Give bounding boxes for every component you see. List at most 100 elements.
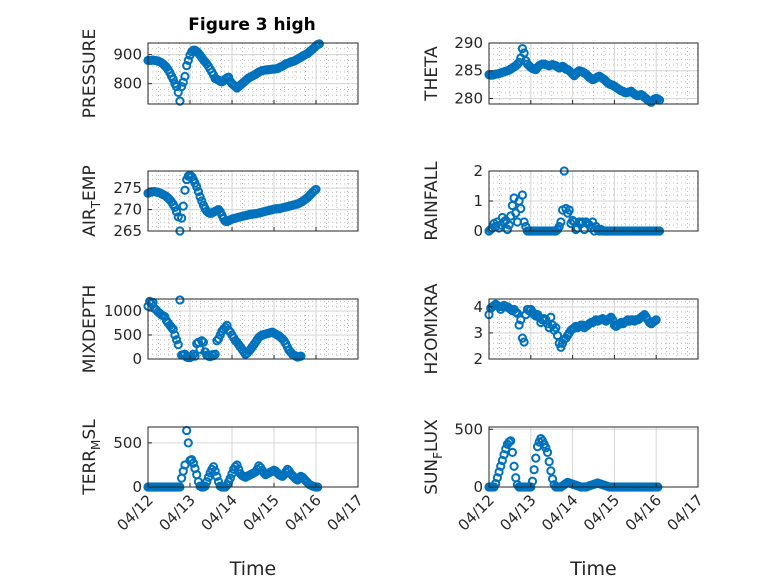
sun_flux-ylabel: SUNFLUX (422, 419, 445, 495)
mixdepth-point (171, 335, 182, 345)
mixdepth-ytick-label: 500 (113, 326, 142, 344)
rainfall-point (511, 208, 521, 218)
pressure-point (183, 55, 193, 66)
sun_flux-point (541, 443, 551, 453)
sun_flux-point (499, 450, 509, 460)
mixdepth-point (166, 322, 177, 332)
h2omixra-point (651, 315, 661, 325)
sun_flux-point (529, 465, 539, 475)
mixdepth-point (170, 330, 180, 340)
mixdepth-point (210, 349, 220, 359)
mixdepth-point (197, 336, 207, 346)
terr_msl-ylabel: TERRMSL (80, 419, 103, 496)
theta-ytick-label: 285 (454, 62, 483, 80)
air_temp-point (311, 184, 321, 195)
h2omixra-point (514, 320, 524, 330)
sun_flux-point (527, 476, 538, 486)
mixdepth-point (173, 340, 183, 350)
air_temp-point (171, 207, 182, 217)
terr_msl-point (212, 471, 222, 482)
sun_flux-point (496, 461, 506, 471)
mixdepth-ytick-label: 0 (132, 350, 142, 368)
air_temp-point (197, 196, 207, 206)
pressure-axes: 800 900 PRESSURE (80, 29, 359, 118)
air_temp-axes: 265 270 275 AIRTEMP (80, 165, 359, 240)
rainfall-point (504, 220, 514, 230)
terr_msl-ytick-label: 500 (113, 434, 142, 452)
pressure-ytick-label: 800 (113, 75, 142, 93)
sun_flux-point (494, 467, 504, 477)
sun_flux-xlabel: Time (569, 558, 617, 580)
terr_msl-ylabel-subscript: M (89, 440, 103, 450)
rainfall-ytick-label: 0 (473, 222, 483, 240)
mixdepth-ylabel: MIXDEPTH (80, 285, 100, 374)
air_temp-point (193, 186, 203, 197)
rainfall-point (556, 217, 566, 227)
rainfall-point (519, 217, 529, 227)
rainfall-point (554, 221, 564, 232)
rainfall-point (564, 205, 574, 215)
pressure-axis-box (147, 42, 359, 105)
h2omixra-ytick-label: 4 (473, 298, 483, 316)
sun_flux-axis-box (488, 426, 699, 488)
sun_flux-point (507, 447, 518, 457)
terr_msl-point (188, 458, 198, 468)
sun_flux-point (509, 461, 519, 471)
air_temp-point (177, 213, 187, 223)
terr_msl-ylabel-tail: SL (80, 419, 100, 440)
theta-ytick-label: 290 (454, 34, 483, 52)
terr_msl-point (203, 472, 214, 482)
rainfall-ylabel: RAINFALL (422, 161, 442, 241)
sun_flux-ytick-label: 0 (473, 478, 483, 496)
sun_flux-xtick-label: 04/14 (538, 491, 581, 534)
sun_flux-ylabel-main: SUN (422, 459, 442, 495)
h2omixra-ytick-label: 2 (473, 350, 483, 368)
h2omixra-axis-box (488, 298, 699, 360)
air_temp-point (178, 201, 188, 211)
theta-axes: 280 285 290 THETA (422, 34, 699, 107)
mixdepth-ytick-label: 1000 (104, 302, 142, 320)
terr_msl-xtick-label: 04/16 (282, 491, 325, 534)
air_temp-ylabel-main: AIR (80, 208, 100, 237)
air_temp-point (180, 185, 190, 195)
terr_msl-point (202, 477, 212, 487)
terr_msl-point (208, 462, 219, 472)
air_temp-point (170, 202, 180, 213)
h2omixra-ytick-label: 3 (473, 324, 483, 342)
pressure-point (182, 61, 192, 71)
air_temp-ylabel-subscript: T (89, 200, 103, 209)
theta-point (517, 43, 528, 54)
theta-axis-box (488, 42, 699, 105)
terr_msl-xtick-label: 04/15 (240, 491, 283, 534)
terr_msl-point (182, 425, 192, 436)
theta-ylabel-main: THETA (422, 46, 442, 102)
rainfall-ytick-label: 1 (473, 192, 483, 210)
sun_flux-xtick-label: 04/15 (580, 491, 623, 534)
mixdepth-point (198, 337, 209, 347)
terr_msl-xtick-label: 04/13 (156, 491, 199, 534)
rainfall-point (517, 190, 528, 200)
terr_msl-xtick-label: 04/12 (114, 491, 157, 534)
h2omixra-point (516, 315, 526, 325)
terr_msl-xlabel: Time (229, 558, 277, 580)
terr_msl-point (210, 466, 220, 476)
rainfall-ytick-label: 2 (473, 162, 483, 180)
terr_msl-point (232, 460, 242, 470)
sun_flux-point (546, 466, 556, 476)
terr_msl-point (183, 438, 193, 448)
mixdepth-point (296, 351, 306, 361)
sun_flux-point (544, 457, 554, 467)
air_temp-ytick-label: 265 (113, 222, 142, 240)
sun_flux-point (547, 474, 558, 484)
mixdepth-point (188, 349, 198, 359)
terr_msl-point (200, 481, 210, 491)
terr_msl-point (225, 473, 235, 483)
sun_flux-xtick-label: 04/17 (664, 491, 707, 534)
pressure-point (168, 74, 178, 84)
sun_flux-point (531, 453, 541, 463)
pressure-point (180, 71, 190, 82)
h2omixra-ylabel-main: H2OMIXRA (422, 283, 442, 374)
